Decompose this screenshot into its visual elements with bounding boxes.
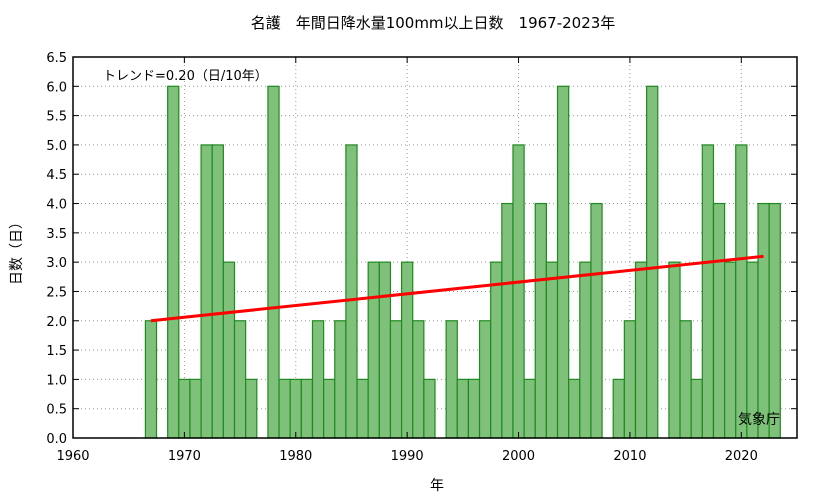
x-tick-label-1980: 1980: [279, 449, 312, 464]
y-axis-ticks: 0.0 0.5 1.0 1.5 2.0 2.5 3.0 3.5 4.0 4.5 5.0 5.5 6.0 6…: [46, 51, 797, 447]
bar-1982: [311, 320, 325, 439]
bar-2001: [523, 378, 536, 439]
bar-2020: [735, 144, 748, 439]
bar-1981: [300, 378, 314, 439]
bar-1995: [456, 378, 470, 439]
x-tick-label-2010: 2010: [613, 449, 646, 464]
bar-1985: [345, 144, 358, 439]
bar-2016: [690, 378, 703, 439]
y-tick-label-11: 5.5: [46, 110, 67, 125]
x-tick-label-1970: 1970: [168, 449, 201, 464]
bar-1969: [167, 85, 180, 439]
bar-2005: [568, 378, 581, 439]
y-tick-label-5: 2.5: [46, 285, 67, 300]
bar-1996: [467, 378, 481, 439]
bar-1974: [222, 261, 236, 439]
bar-1973: [211, 144, 224, 439]
y-tick-label-1: 0.5: [46, 403, 67, 418]
bar-1988: [378, 261, 392, 439]
plot-frame: [72, 56, 798, 439]
bar-1975: [233, 320, 247, 439]
bar-1980: [289, 378, 302, 439]
y-tick-label-0: 0.0: [46, 432, 67, 447]
chart-title: 名護 年間日降水量100mm以上日数 1967-2023年: [251, 14, 616, 32]
x-tick-label-2020: 2020: [725, 449, 758, 464]
y-tick-label-8: 4.0: [46, 198, 67, 213]
x-tick-label-2000: 2000: [502, 449, 535, 464]
bar-1989: [389, 320, 403, 439]
bar-1999: [501, 202, 514, 439]
y-tick-label-7: 3.5: [46, 227, 67, 242]
bar-1976: [245, 378, 258, 439]
bar-1986: [356, 378, 369, 439]
x-axis-label: 年: [430, 478, 444, 494]
bar-2023: [768, 202, 781, 439]
bar-1979: [278, 378, 291, 439]
source-label: 気象庁: [738, 412, 780, 428]
bar-1994: [445, 320, 458, 439]
bar-1984: [334, 320, 347, 439]
y-tick-label-3: 1.5: [46, 344, 67, 359]
bar-2007: [590, 202, 603, 439]
y-tick-label-2: 1.0: [46, 373, 67, 388]
y-tick-label-6: 3.0: [46, 256, 67, 271]
bar-2010: [623, 320, 637, 439]
bar-2002: [534, 202, 547, 439]
bar-1970: [178, 378, 191, 439]
bar-1983: [323, 378, 336, 439]
bar-1972: [200, 144, 213, 439]
x-axis-ticks: 1960 1970 1980 1990 2000 2010 2020: [56, 57, 758, 464]
bar-2022: [757, 202, 770, 439]
bar-2000: [512, 144, 525, 439]
bar-1990: [400, 261, 414, 439]
bars: [144, 85, 781, 439]
bar-1971: [189, 378, 202, 439]
bar-1992: [423, 378, 436, 439]
bar-1998: [490, 261, 503, 439]
trend-label: トレンド=0.20（日/10年）: [103, 69, 268, 84]
bar-2011: [634, 261, 648, 439]
bar-1967: [144, 320, 158, 439]
y-tick-label-4: 2.0: [46, 315, 67, 330]
y-tick-label-13: 6.5: [46, 51, 67, 66]
bar-2019: [723, 261, 737, 439]
trend-line: [150, 254, 764, 323]
bar-1997: [478, 320, 492, 439]
bar-1991: [412, 320, 425, 439]
x-tick-label-1990: 1990: [391, 449, 424, 464]
bar-2003: [545, 261, 559, 439]
bar-2015: [679, 320, 692, 439]
bar-2006: [579, 261, 592, 439]
y-tick-label-9: 4.5: [46, 168, 67, 183]
bar-2009: [612, 378, 625, 439]
bar-2012: [646, 85, 659, 439]
bar-1978: [267, 85, 280, 439]
y-tick-label-12: 6.0: [46, 80, 67, 95]
y-tick-label-10: 5.0: [46, 139, 67, 154]
bar-2014: [668, 261, 681, 439]
x-tick-label-1960: 1960: [56, 449, 89, 464]
bar-2017: [701, 144, 715, 439]
bar-2018: [712, 202, 726, 439]
bar-2004: [556, 85, 570, 439]
y-axis-label: 日数（日）: [9, 215, 25, 285]
bar-1987: [367, 261, 380, 439]
